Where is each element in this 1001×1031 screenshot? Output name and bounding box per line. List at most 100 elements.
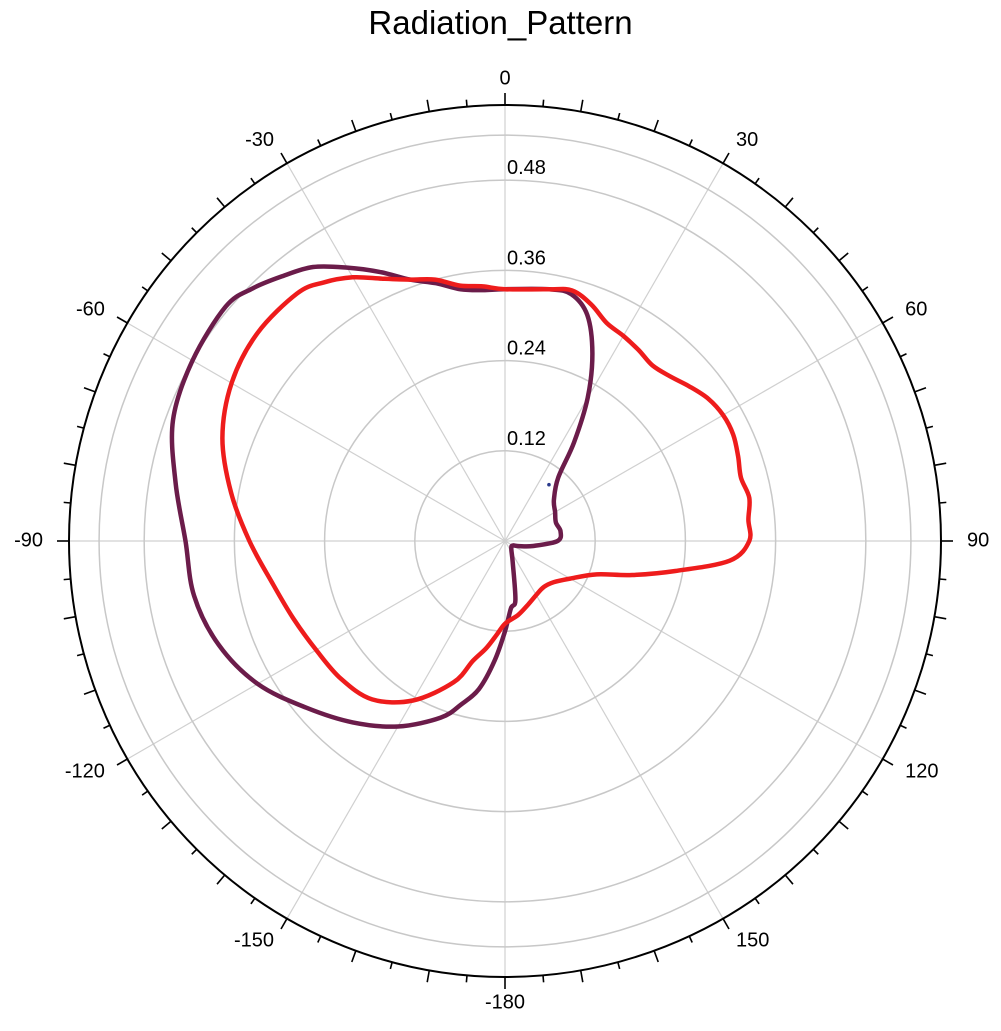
- outer-tick: [899, 353, 907, 358]
- outer-tick: [914, 689, 927, 695]
- angle-tick-label: -60: [76, 298, 105, 320]
- outer-tick: [882, 758, 894, 766]
- outer-tick: [216, 197, 226, 208]
- outer-tick: [216, 874, 226, 885]
- grid-circle: [233, 269, 777, 813]
- outer-tick: [191, 227, 198, 234]
- outer-tick: [899, 724, 907, 729]
- radial-tick-label: 0.24: [507, 338, 546, 360]
- outer-tick: [882, 316, 894, 324]
- outer-tick: [617, 961, 621, 970]
- outer-tick: [688, 139, 693, 147]
- outer-tick: [579, 970, 584, 983]
- grid-spoke: [504, 322, 883, 542]
- outer-tick-marks: [57, 93, 953, 989]
- outer-tick: [116, 316, 128, 324]
- outer-tick: [317, 935, 322, 943]
- outer-tick: [103, 353, 111, 358]
- outer-tick: [389, 112, 393, 121]
- outer-tick: [351, 950, 357, 963]
- angle-tick-label: 60: [905, 298, 927, 320]
- angle-tick-label: -120: [65, 760, 105, 782]
- series-1-line: [169, 264, 595, 729]
- outer-tick: [754, 897, 760, 905]
- outer-tick: [250, 177, 256, 185]
- angle-tick-label: -180: [485, 991, 525, 1013]
- outer-tick: [116, 758, 128, 766]
- outer-tick: [838, 820, 849, 830]
- grid-circle: [98, 134, 912, 948]
- outer-tick: [838, 252, 849, 262]
- angle-tick-label: 90: [967, 529, 989, 551]
- series-2-line: [220, 274, 753, 705]
- outer-tick: [754, 177, 760, 185]
- outer-tick: [280, 918, 288, 930]
- radial-tick-label: 0.12: [507, 428, 546, 450]
- polar-grid: [69, 105, 941, 977]
- outer-tick: [191, 848, 198, 855]
- outer-tick: [653, 119, 659, 132]
- outer-tick: [812, 848, 819, 855]
- outer-tick: [141, 286, 149, 292]
- outer-tick: [861, 286, 869, 292]
- grid-circle: [143, 179, 867, 903]
- outer-tick: [542, 99, 545, 107]
- outer-tick: [861, 790, 869, 796]
- outer-tick: [83, 387, 96, 393]
- angle-tick-label: -150: [234, 929, 274, 951]
- outer-tick: [63, 462, 76, 467]
- radial-tick-label: 0.36: [507, 247, 546, 269]
- outer-tick: [722, 918, 730, 930]
- outer-tick: [688, 935, 693, 943]
- outer-tick: [426, 970, 431, 983]
- outer-tick: [579, 99, 584, 112]
- angle-tick-label: 120: [905, 760, 938, 782]
- outer-tick: [465, 975, 468, 983]
- outer-tick: [465, 99, 468, 107]
- outer-tick: [161, 820, 172, 830]
- grid-spoke: [286, 540, 506, 919]
- angle-tick-label: 0: [499, 67, 510, 89]
- outer-tick: [63, 501, 71, 504]
- outer-tick: [76, 653, 85, 657]
- grid-spoke: [504, 540, 883, 760]
- outer-tick: [351, 119, 357, 132]
- angle-tick-label: -30: [245, 129, 274, 151]
- outer-tick: [914, 387, 927, 393]
- outer-tick: [934, 462, 947, 467]
- label-layer: 0 30 60 90 120 150 -180 -150 -120 -90 -60 -30 0.12 0.…: [14, 67, 989, 1013]
- grid-spoke: [127, 322, 506, 542]
- outer-tick: [63, 578, 71, 581]
- outer-tick: [939, 578, 947, 581]
- radial-tick-label: 0.48: [507, 157, 546, 179]
- grid-spoke: [504, 163, 724, 542]
- angle-tick-label: 150: [736, 929, 769, 951]
- outer-tick: [784, 874, 794, 885]
- outer-tick: [76, 425, 85, 429]
- outer-tick: [83, 689, 96, 695]
- outer-tick: [939, 501, 947, 504]
- outer-tick: [63, 615, 76, 620]
- outer-tick: [925, 653, 934, 657]
- outer-tick: [161, 252, 172, 262]
- outer-tick: [426, 99, 431, 112]
- grid-spoke: [504, 540, 724, 919]
- outer-tick: [542, 975, 545, 983]
- outer-tick: [389, 961, 393, 970]
- grid-spoke: [286, 163, 506, 542]
- outer-tick: [812, 227, 819, 234]
- outer-tick: [617, 112, 621, 121]
- outer-tick: [925, 425, 934, 429]
- outer-tick: [784, 197, 794, 208]
- angle-tick-label: -90: [14, 529, 43, 551]
- stray-data-point: [547, 482, 551, 487]
- series-layer: [169, 264, 753, 729]
- grid-circle: [323, 359, 687, 723]
- outer-tick: [250, 897, 256, 905]
- outer-tick: [317, 139, 322, 147]
- chart-title: Radiation_Pattern: [368, 4, 633, 41]
- outer-tick: [722, 152, 730, 164]
- angle-tick-label: 30: [736, 129, 758, 151]
- outer-tick: [141, 790, 149, 796]
